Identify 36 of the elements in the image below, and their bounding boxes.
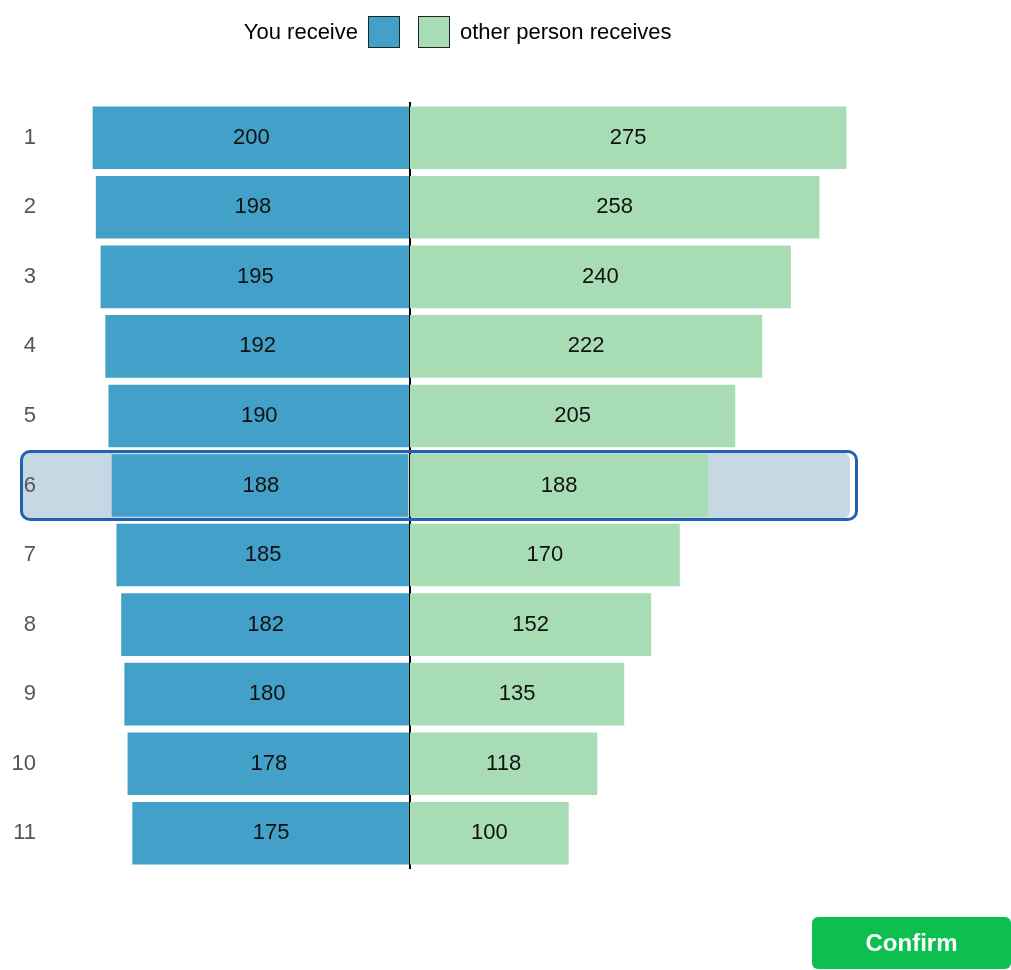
data-label: 222 bbox=[567, 332, 605, 358]
y-tick-label: 1 bbox=[23, 123, 36, 149]
y-tick-label: 11 bbox=[13, 819, 36, 845]
data-label: 100 bbox=[470, 819, 508, 845]
data-label: 240 bbox=[582, 262, 619, 288]
data-label: 175 bbox=[252, 819, 290, 845]
confirm-button: Confirm bbox=[812, 917, 1011, 969]
text: other person receives bbox=[460, 19, 672, 45]
data-label: 135 bbox=[498, 680, 536, 706]
data-label: 190 bbox=[240, 402, 278, 428]
data-label: 195 bbox=[236, 262, 274, 288]
data-label: 205 bbox=[554, 402, 591, 428]
data-label: 275 bbox=[609, 123, 647, 149]
y-tick-label: 9 bbox=[23, 680, 36, 706]
data-label: 192 bbox=[239, 332, 277, 358]
y-tick-label: 8 bbox=[23, 610, 36, 636]
y-tick-label: 6 bbox=[23, 471, 36, 497]
data-label: 258 bbox=[596, 193, 634, 219]
data-label: 200 bbox=[232, 123, 270, 149]
data-label: 182 bbox=[247, 610, 284, 636]
y-tick-label: 4 bbox=[23, 332, 36, 358]
data-label: 185 bbox=[244, 541, 282, 567]
data-label: 152 bbox=[512, 610, 549, 636]
text: You receive bbox=[243, 19, 358, 45]
y-tick-label: 7 bbox=[23, 541, 36, 567]
data-label: 180 bbox=[248, 680, 286, 706]
y-tick-label: 5 bbox=[23, 402, 36, 428]
data-label: 198 bbox=[234, 193, 272, 219]
data-label: 188 bbox=[540, 471, 578, 497]
y-tick-label: 3 bbox=[23, 262, 36, 288]
y-tick-label: 2 bbox=[23, 193, 36, 219]
data-label: 170 bbox=[526, 541, 564, 567]
y-tick-label: 10 bbox=[11, 749, 36, 775]
data-label: 188 bbox=[242, 471, 280, 497]
data-label: 178 bbox=[250, 749, 288, 775]
data-label: 118 bbox=[486, 749, 522, 775]
